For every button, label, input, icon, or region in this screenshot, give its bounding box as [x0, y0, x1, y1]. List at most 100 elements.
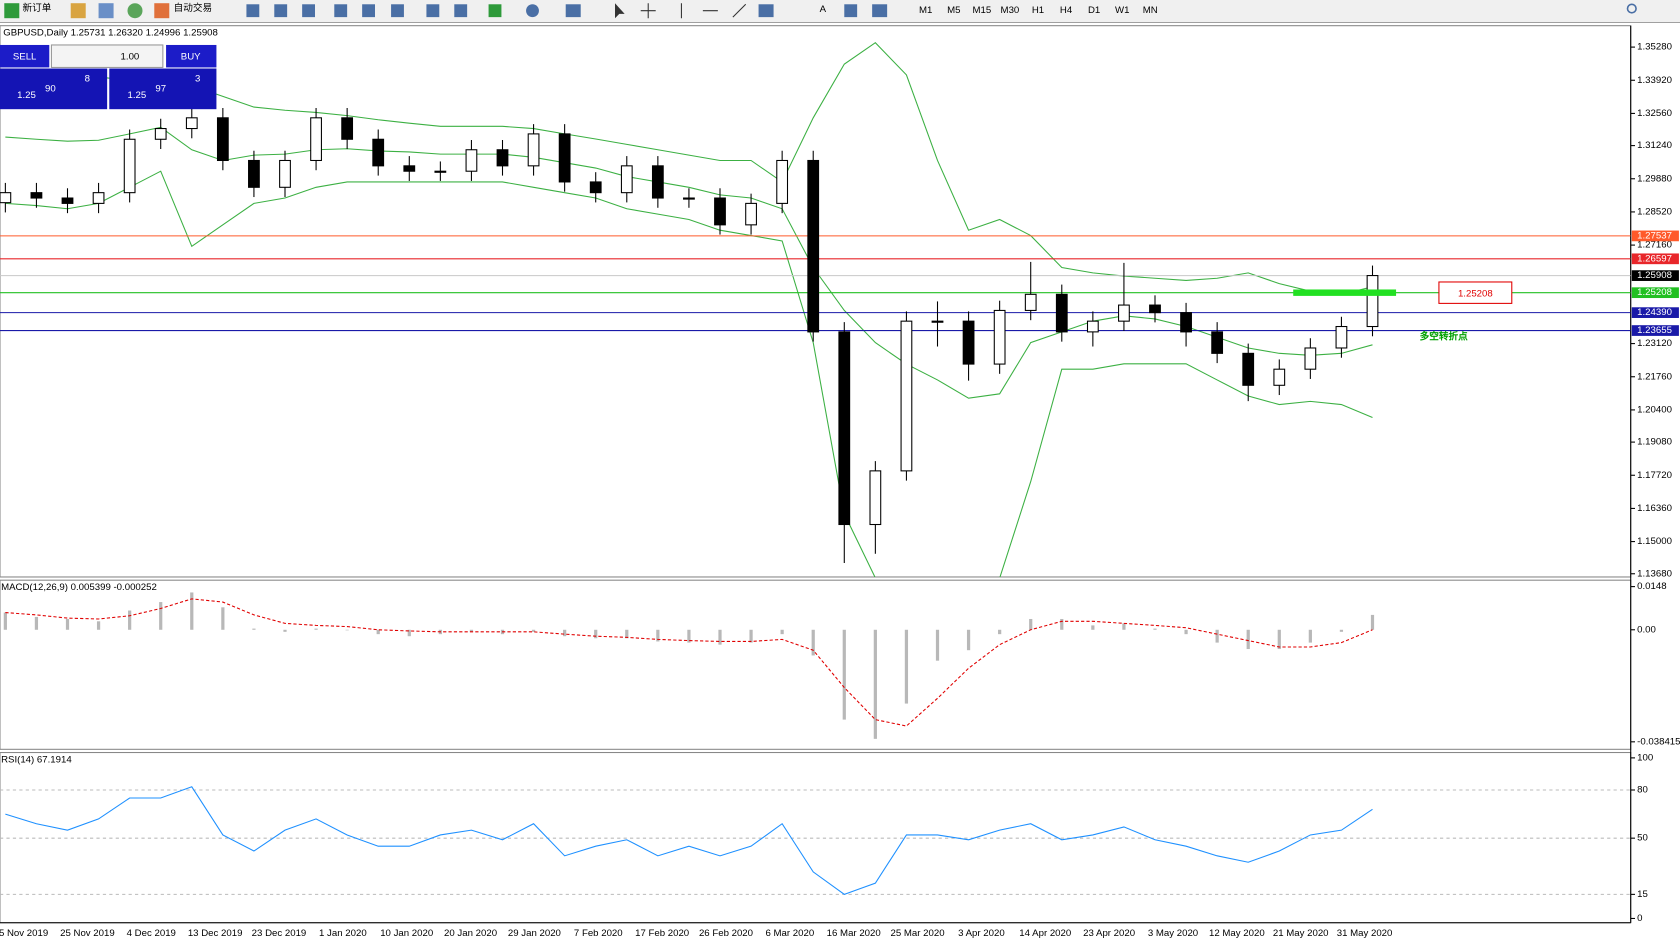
timeframe-button[interactable]: M1 [919, 5, 932, 16]
y-tick-label: 0.00 [1637, 624, 1656, 635]
bollinger-band [5, 42, 1373, 295]
buy-price-pip[interactable]: 3 [195, 74, 200, 85]
toolbar-icon[interactable] [127, 3, 143, 19]
cursor-tool[interactable] [615, 3, 625, 19]
toolbar [0, 0, 1680, 23]
macd-bar [1091, 625, 1095, 630]
macd-bar [1122, 623, 1126, 630]
x-tick-label: 20 Jan 2020 [444, 928, 497, 939]
macd-bar [1277, 629, 1281, 650]
main-plot [0, 42, 1631, 577]
bollinger-band [5, 126, 1373, 399]
timeframe-button[interactable]: H1 [1032, 5, 1044, 16]
y-tick-label: 1.35280 [1637, 42, 1672, 53]
toolbar-icon[interactable] [362, 4, 375, 18]
toolbar-icon[interactable] [274, 4, 288, 18]
y-tick-label: 1.19080 [1637, 437, 1672, 448]
y-tick-label: 0.0148 [1637, 581, 1666, 592]
toolbar-icon[interactable] [872, 4, 888, 18]
toolbar-icon[interactable] [758, 4, 774, 18]
toolbar-icon[interactable] [565, 4, 581, 18]
candle-body [1335, 325, 1348, 349]
macd-panel [0, 579, 1632, 750]
toolbar-icon[interactable] [526, 4, 539, 18]
candle-body [1024, 293, 1037, 311]
timeframe-button[interactable]: D1 [1088, 5, 1100, 16]
candle-body [900, 320, 913, 472]
timeframe-button[interactable]: MN [1143, 5, 1158, 16]
sell-price-box[interactable] [0, 68, 108, 110]
buy-price-big[interactable]: 1.25 [128, 90, 147, 101]
rsi-plot [0, 786, 1631, 895]
toolbar-icon[interactable] [488, 4, 502, 18]
candle-body [962, 320, 975, 365]
timeframe-button[interactable]: M30 [1001, 5, 1020, 16]
macd-bar [718, 629, 722, 645]
toolbar-icon[interactable] [454, 4, 468, 18]
buy-price-main[interactable]: 97 [155, 83, 166, 94]
y-tick-label: 15 [1637, 889, 1648, 900]
lot-field[interactable] [50, 44, 164, 68]
toolbar-icon[interactable] [391, 4, 404, 18]
candle-body [683, 197, 695, 200]
macd-bar [531, 629, 536, 632]
y-tick-label: 1.13680 [1637, 568, 1672, 579]
sell-price-pip[interactable]: 8 [85, 74, 90, 85]
search-icon[interactable] [1626, 3, 1637, 14]
draw-tools[interactable] [640, 3, 747, 19]
candle-body [1118, 304, 1130, 322]
timeframe-button[interactable]: M5 [947, 5, 960, 16]
buy-price-box[interactable] [109, 68, 217, 110]
y-tick-label: 50 [1637, 833, 1648, 844]
toolbar-icon[interactable] [70, 3, 86, 19]
sell-button[interactable] [0, 44, 50, 68]
y-tick-label: 1.17720 [1637, 470, 1672, 481]
y-tick-label: 1.32560 [1637, 108, 1672, 119]
toolbar-icon[interactable] [246, 4, 260, 18]
toolbar-icon[interactable] [334, 4, 348, 18]
timeframe-button[interactable]: H4 [1060, 5, 1073, 16]
sell-price-main[interactable]: 90 [45, 83, 56, 94]
candle-body [838, 331, 851, 526]
x-tick-label: 25 Nov 2019 [60, 928, 115, 939]
new-order-icon[interactable] [4, 3, 20, 19]
price-level-tag [1631, 307, 1679, 318]
macd-bar [1370, 614, 1375, 630]
price-level-tag [1631, 230, 1679, 242]
macd-bar [1184, 629, 1188, 635]
x-tick-label: 7 Feb 2020 [574, 928, 623, 939]
timeframe-button[interactable]: M15 [972, 5, 991, 16]
x-tick-label: 13 Dec 2019 [188, 928, 243, 939]
macd-signal [5, 598, 1373, 727]
candle-body [185, 117, 198, 130]
macd-plot [3, 592, 1375, 739]
toolbar-icon[interactable] [844, 4, 858, 18]
candle-body [527, 133, 540, 167]
sell-label[interactable]: SELL [13, 51, 37, 62]
toolbar-icon[interactable] [302, 4, 315, 18]
candle-body [714, 197, 726, 226]
macd-bar [376, 629, 380, 635]
toolbar-icon[interactable] [98, 3, 114, 19]
new-order-button[interactable]: 新订单 [23, 2, 52, 14]
buy-label[interactable]: BUY [181, 51, 201, 62]
candle-body [1211, 331, 1224, 354]
text-tool[interactable]: A [820, 4, 827, 15]
auto-trading-button[interactable]: 自动交易 [174, 2, 213, 14]
x-tick-label: 16 Mar 2020 [827, 928, 881, 939]
sell-price-big[interactable]: 1.25 [17, 90, 36, 101]
candle-body [434, 170, 447, 173]
buy-button[interactable] [166, 44, 217, 68]
candle-body [745, 202, 757, 226]
x-tick-label: 3 May 2020 [1148, 928, 1198, 939]
macd-bar [128, 610, 132, 630]
candle-body [341, 117, 354, 140]
timeframe-button[interactable]: W1 [1115, 5, 1129, 16]
auto-trading-icon[interactable] [154, 3, 170, 19]
macd-bar [811, 629, 815, 656]
toolbar-icon[interactable] [426, 4, 440, 18]
lot-value[interactable]: 1.00 [121, 51, 140, 62]
x-tick-label: 3 Apr 2020 [958, 928, 1005, 939]
candle-body [372, 138, 385, 167]
